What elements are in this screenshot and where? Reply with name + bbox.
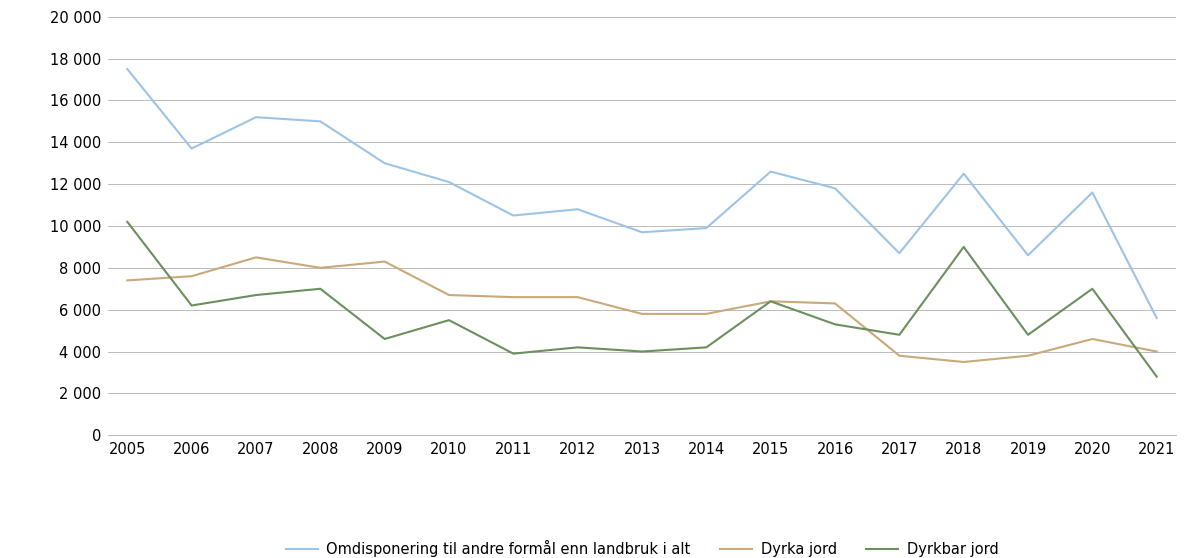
- Dyrka jord: [120, 277, 134, 283]
- Dyrka jord: [313, 264, 328, 271]
- Dyrkbar jord: [313, 285, 328, 292]
- Dyrka jord: [378, 258, 392, 265]
- Line: Dyrka jord: Dyrka jord: [127, 257, 1157, 362]
- Omdisponering til andre formål enn landbruk i alt: [700, 225, 714, 232]
- Dyrkbar jord: [442, 317, 456, 324]
- Dyrka jord: [892, 353, 906, 359]
- Dyrka jord: [700, 310, 714, 317]
- Dyrka jord: [828, 300, 842, 307]
- Omdisponering til andre formål enn landbruk i alt: [442, 179, 456, 185]
- Dyrka jord: [1021, 353, 1036, 359]
- Dyrka jord: [442, 292, 456, 299]
- Dyrkbar jord: [120, 218, 134, 225]
- Dyrka jord: [248, 254, 263, 261]
- Omdisponering til andre formål enn landbruk i alt: [1021, 252, 1036, 258]
- Dyrkbar jord: [763, 298, 778, 305]
- Omdisponering til andre formål enn landbruk i alt: [1150, 315, 1164, 321]
- Dyrka jord: [635, 310, 649, 317]
- Dyrkbar jord: [378, 336, 392, 343]
- Dyrkbar jord: [1021, 331, 1036, 338]
- Omdisponering til andre formål enn landbruk i alt: [956, 170, 971, 177]
- Omdisponering til andre formål enn landbruk i alt: [892, 250, 906, 257]
- Dyrkbar jord: [635, 348, 649, 355]
- Dyrkbar jord: [1085, 285, 1099, 292]
- Omdisponering til andre formål enn landbruk i alt: [635, 229, 649, 235]
- Line: Omdisponering til andre formål enn landbruk i alt: Omdisponering til andre formål enn landb…: [127, 69, 1157, 318]
- Omdisponering til andre formål enn landbruk i alt: [763, 169, 778, 175]
- Dyrkbar jord: [570, 344, 584, 351]
- Dyrkbar jord: [892, 331, 906, 338]
- Dyrkbar jord: [828, 321, 842, 328]
- Omdisponering til andre formål enn landbruk i alt: [828, 185, 842, 192]
- Dyrka jord: [956, 359, 971, 365]
- Dyrka jord: [1085, 336, 1099, 343]
- Dyrkbar jord: [956, 243, 971, 250]
- Omdisponering til andre formål enn landbruk i alt: [1085, 189, 1099, 196]
- Omdisponering til andre formål enn landbruk i alt: [313, 118, 328, 124]
- Dyrkbar jord: [506, 350, 521, 357]
- Dyrkbar jord: [185, 302, 199, 309]
- Dyrka jord: [763, 298, 778, 305]
- Omdisponering til andre formål enn landbruk i alt: [506, 212, 521, 219]
- Omdisponering til andre formål enn landbruk i alt: [248, 114, 263, 121]
- Dyrkbar jord: [1150, 373, 1164, 380]
- Omdisponering til andre formål enn landbruk i alt: [570, 206, 584, 213]
- Dyrka jord: [1150, 348, 1164, 355]
- Line: Dyrkbar jord: Dyrkbar jord: [127, 222, 1157, 377]
- Dyrka jord: [506, 294, 521, 300]
- Omdisponering til andre formål enn landbruk i alt: [378, 160, 392, 166]
- Dyrkbar jord: [700, 344, 714, 351]
- Omdisponering til andre formål enn landbruk i alt: [185, 145, 199, 152]
- Omdisponering til andre formål enn landbruk i alt: [120, 66, 134, 73]
- Dyrkbar jord: [248, 292, 263, 299]
- Legend: Omdisponering til andre formål enn landbruk i alt, Dyrka jord, Dyrkbar jord: Omdisponering til andre formål enn landb…: [280, 535, 1004, 558]
- Dyrka jord: [185, 273, 199, 280]
- Dyrka jord: [570, 294, 584, 300]
